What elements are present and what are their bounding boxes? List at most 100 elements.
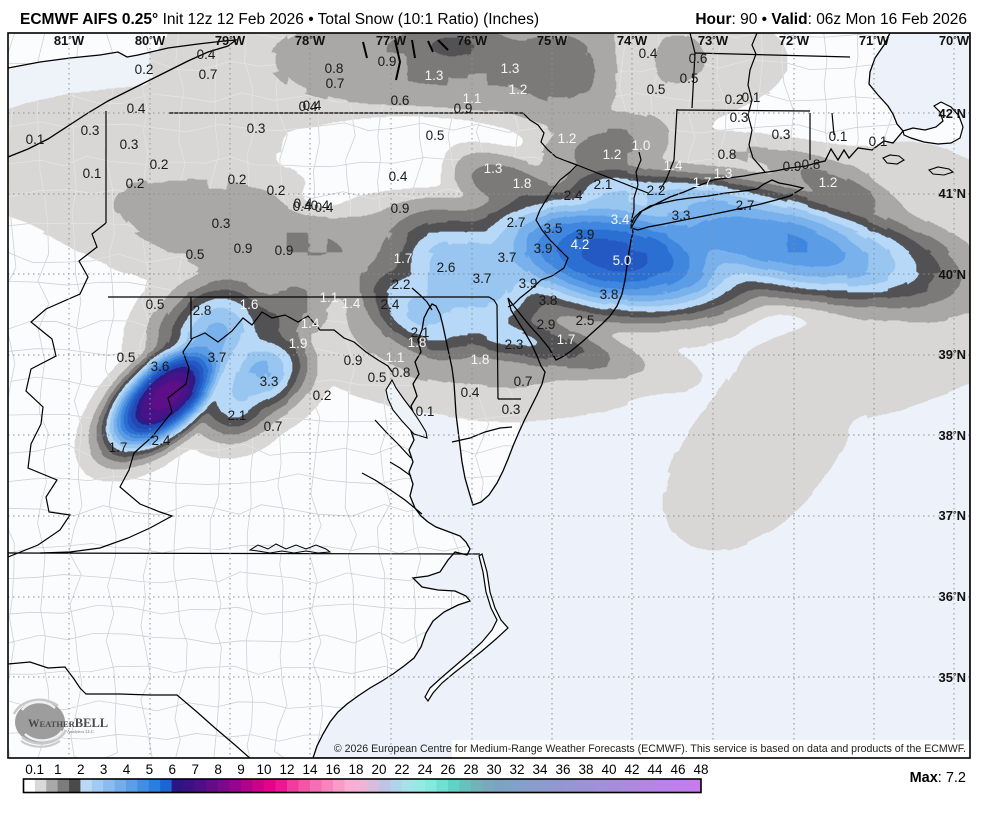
svg-text:0.4: 0.4 [639,46,658,61]
svg-text:3.8: 3.8 [600,287,619,302]
svg-text:0.9: 0.9 [234,241,253,256]
svg-text:2.4: 2.4 [381,297,400,312]
svg-text:9: 9 [237,762,245,777]
svg-text:0.9: 0.9 [454,101,473,116]
svg-text:39°N: 39°N [939,347,966,362]
svg-text:40: 40 [601,762,616,777]
svg-text:5.0: 5.0 [613,253,632,268]
svg-text:22: 22 [394,762,409,777]
svg-text:1.2: 1.2 [509,82,528,97]
svg-text:77°W: 77°W [376,33,407,48]
svg-text:2.4: 2.4 [564,188,583,203]
svg-text:2.1: 2.1 [228,408,247,423]
svg-text:0.7: 0.7 [514,374,533,389]
svg-text:0.3: 0.3 [120,137,139,152]
svg-text:38: 38 [578,762,593,777]
svg-text:2.3: 2.3 [505,337,524,352]
svg-text:2.7: 2.7 [736,198,755,213]
svg-text:20: 20 [371,762,386,777]
svg-text:2.6: 2.6 [437,260,456,275]
svg-text:0.5: 0.5 [647,82,666,97]
svg-text:42°N: 42°N [939,106,966,121]
svg-text:78°W: 78°W [295,33,326,48]
svg-text:0.5: 0.5 [368,370,387,385]
svg-text:0.1: 0.1 [26,132,45,147]
svg-text:74°W: 74°W [617,33,648,48]
svg-text:0.4: 0.4 [197,47,216,62]
svg-text:3.7: 3.7 [208,350,227,365]
svg-text:2: 2 [77,762,85,777]
svg-text:1.8: 1.8 [471,352,490,367]
svg-text:1.4: 1.4 [342,296,361,311]
svg-text:44: 44 [647,762,663,777]
svg-text:34: 34 [532,762,548,777]
svg-text:37°N: 37°N [939,508,966,523]
svg-text:ECMWF AIFS 0.25° Init 12z 12 F: ECMWF AIFS 0.25° Init 12z 12 Feb 2026 • … [20,11,539,28]
svg-text:0.3: 0.3 [81,123,100,138]
svg-text:18: 18 [348,762,363,777]
svg-text:0.1: 0.1 [83,166,102,181]
svg-text:2.5: 2.5 [576,313,595,328]
svg-text:1.7: 1.7 [394,251,413,266]
svg-text:WEATHERBELL: WEATHERBELL [28,716,108,730]
svg-text:1.1: 1.1 [320,290,339,305]
svg-text:76°W: 76°W [457,33,488,48]
svg-text:0.7: 0.7 [326,76,345,91]
svg-text:© 2026 European Centre for Med: © 2026 European Centre for Medium-Range … [334,743,966,755]
svg-text:42: 42 [624,762,639,777]
svg-text:0.1: 0.1 [829,129,848,144]
svg-text:0.4: 0.4 [389,169,408,184]
svg-text:3.3: 3.3 [260,374,279,389]
svg-text:1.7: 1.7 [109,440,128,455]
svg-text:41°N: 41°N [939,186,966,201]
svg-text:0.4: 0.4 [299,99,318,114]
svg-text:0.2: 0.2 [135,62,154,77]
svg-text:4.2: 4.2 [571,237,590,252]
svg-text:0.2: 0.2 [313,388,332,403]
svg-text:0.4: 0.4 [303,98,322,113]
svg-text:1.1: 1.1 [463,91,482,106]
svg-text:0.3: 0.3 [502,402,521,417]
svg-text:5: 5 [146,762,154,777]
svg-text:0.4: 0.4 [461,385,480,400]
svg-text:2.1: 2.1 [411,325,430,340]
svg-text:0.3: 0.3 [772,127,791,142]
svg-text:1.3: 1.3 [484,161,503,176]
svg-text:30: 30 [486,762,501,777]
svg-text:1: 1 [54,762,62,777]
svg-text:Hour: 90 • Valid: 06z Mon 16 F: Hour: 90 • Valid: 06z Mon 16 Feb 2026 [695,11,967,28]
svg-text:0.9: 0.9 [783,159,802,174]
svg-text:2.9: 2.9 [537,317,556,332]
svg-text:3.7: 3.7 [498,250,517,265]
svg-text:0.1: 0.1 [742,90,761,105]
svg-text:72°W: 72°W [779,33,810,48]
svg-text:3.7: 3.7 [473,271,492,286]
svg-text:Analytics LLC: Analytics LLC [67,729,94,734]
svg-text:1.1: 1.1 [386,350,405,365]
svg-text:71°W: 71°W [859,33,890,48]
svg-text:1.3: 1.3 [425,68,444,83]
svg-text:3: 3 [100,762,108,777]
svg-text:0.9: 0.9 [378,54,397,69]
svg-text:1.6: 1.6 [240,297,259,312]
svg-text:0.4: 0.4 [294,196,313,211]
svg-text:73°W: 73°W [698,33,729,48]
svg-text:80°W: 80°W [135,33,166,48]
svg-text:10: 10 [256,762,271,777]
svg-text:3.9: 3.9 [576,227,595,242]
svg-text:0.6: 0.6 [689,51,708,66]
svg-text:2.2: 2.2 [392,277,411,292]
svg-text:0.5: 0.5 [426,128,445,143]
svg-text:2.7: 2.7 [507,215,526,230]
svg-text:0.8: 0.8 [392,365,411,380]
svg-text:35°N: 35°N [939,670,966,685]
svg-text:46: 46 [670,762,685,777]
svg-text:1.8: 1.8 [408,335,427,350]
svg-text:1.2: 1.2 [603,147,622,162]
svg-text:1.3: 1.3 [501,61,520,76]
svg-text:8: 8 [214,762,222,777]
svg-text:36: 36 [555,762,570,777]
svg-text:16: 16 [325,762,340,777]
svg-text:79°W: 79°W [215,33,246,48]
svg-text:26: 26 [440,762,455,777]
